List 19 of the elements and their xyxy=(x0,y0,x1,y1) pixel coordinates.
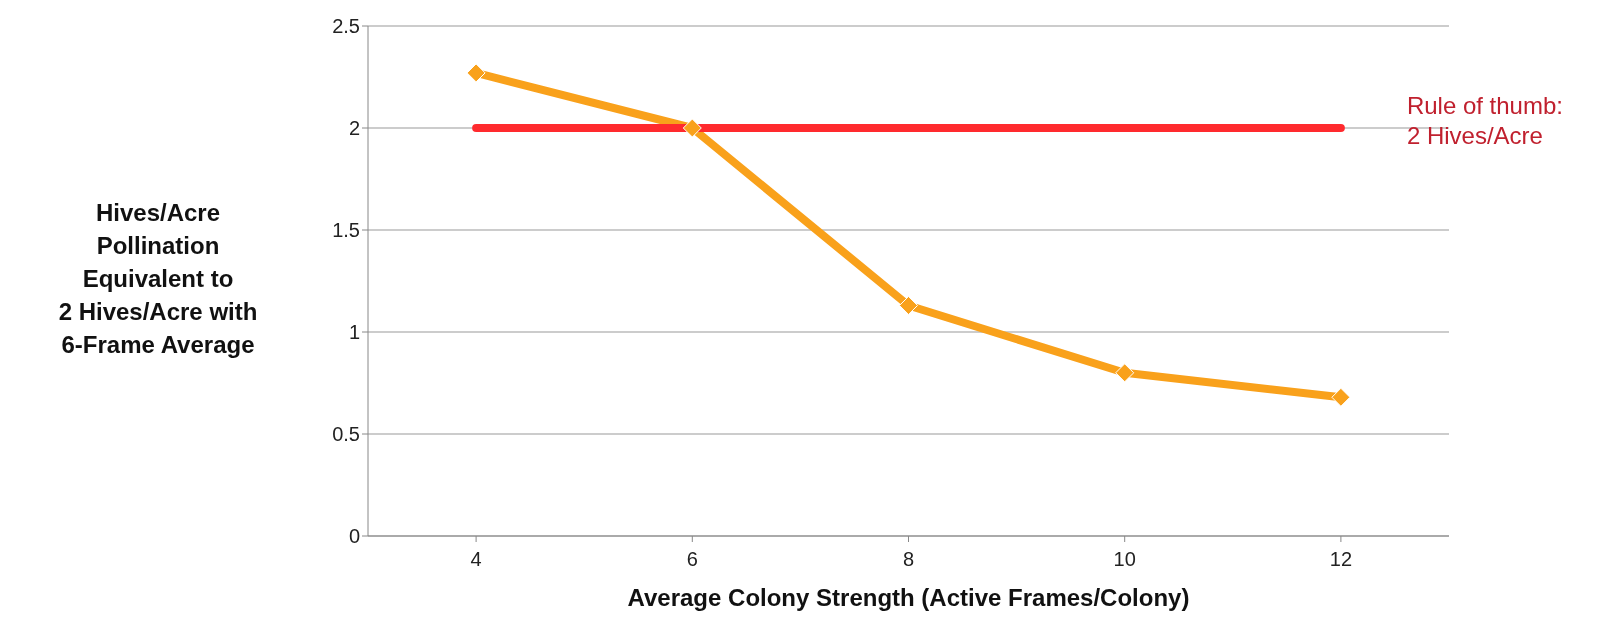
y-tick-label: 0.5 xyxy=(332,423,360,446)
y-axis-title: Hives/Acre Pollination Equivalent to 2 Hives/Acre with 6-Frame Average xyxy=(58,199,258,359)
point xyxy=(682,118,702,138)
x-tick-label: 10 xyxy=(1113,548,1136,571)
y-tick-label: 2 xyxy=(348,117,360,140)
x-axis-title: Average Colony Strength (Active Frames/Colony) xyxy=(627,584,1190,611)
y-tick-label: 1.5 xyxy=(332,219,360,242)
x-tick-label: 6 xyxy=(686,548,698,571)
point xyxy=(1331,387,1351,407)
y-tick-label: 1 xyxy=(348,321,360,344)
x-tick-label: 12 xyxy=(1329,548,1353,571)
point xyxy=(899,295,918,315)
x-tick-label: 4 xyxy=(470,548,482,571)
y-tick-label: 0 xyxy=(348,525,360,548)
point xyxy=(1115,363,1135,383)
text: Rule of thumb: 2 Hives/Acre xyxy=(1406,92,1563,149)
point xyxy=(466,63,486,83)
y-tick-label: 2.5 xyxy=(332,15,360,38)
x-tick-label: 8 xyxy=(902,548,915,571)
